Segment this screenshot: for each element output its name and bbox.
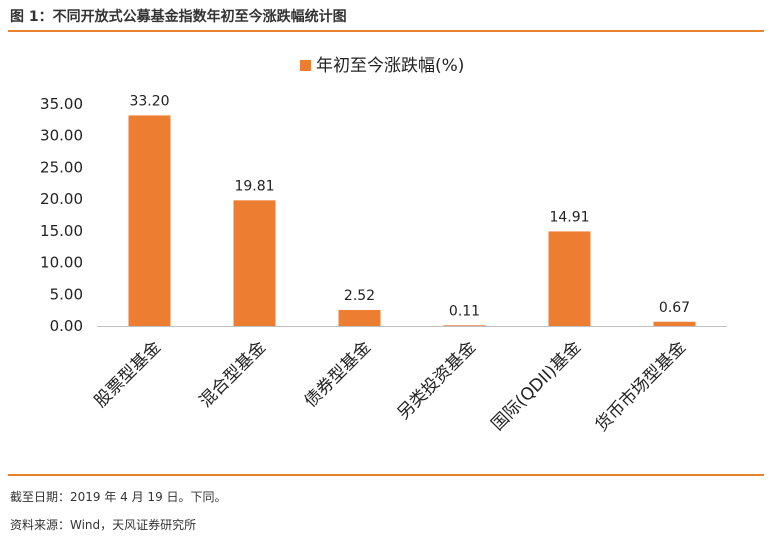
bar-chart: 年初至今涨跌幅(%) 0.00 5.00 10.00 15.00 20.00 25.00 3… [40, 56, 727, 436]
legend-label: 年初至今涨跌幅(%) [316, 56, 464, 76]
top-rule [8, 30, 764, 32]
y-tick-label: 25.00 [40, 158, 83, 176]
x-tick-label: 混合型基金 [196, 337, 270, 411]
bar [233, 200, 276, 326]
data-label: 0.67 [659, 300, 690, 316]
x-tick-label: 债券型基金 [301, 337, 375, 411]
legend-swatch [300, 60, 311, 71]
source-note: 资料来源：Wind，天风证券研究所 [10, 518, 197, 532]
legend: 年初至今涨跌幅(%) [300, 56, 464, 76]
bottom-rule [8, 474, 764, 476]
y-tick-label: 10.00 [40, 254, 83, 272]
y-tick-label: 5.00 [50, 285, 83, 303]
value-labels: 33.20 19.81 2.52 0.11 14.91 0.67 [129, 93, 690, 319]
y-tick-label: 15.00 [40, 222, 83, 240]
y-axis: 0.00 5.00 10.00 15.00 20.00 25.00 30.00 35.00 [40, 95, 83, 335]
bar [128, 115, 171, 326]
data-label: 33.20 [129, 93, 169, 109]
data-label: 14.91 [549, 209, 589, 225]
bars [128, 115, 696, 327]
x-tick-label: 股票型基金 [91, 337, 165, 411]
data-label: 2.52 [344, 288, 375, 304]
bar [338, 310, 381, 326]
x-tick-label: 货币市场型基金 [592, 337, 690, 435]
y-tick-label: 20.00 [40, 190, 83, 208]
bar [443, 325, 486, 327]
x-tick-label: 另类投资基金 [394, 337, 480, 423]
data-label: 19.81 [234, 178, 274, 194]
data-label: 0.11 [449, 303, 480, 319]
y-tick-label: 30.00 [40, 127, 83, 145]
x-tick-label: 国际(QDII)基金 [488, 337, 585, 434]
figure-title: 图 1：不同开放式公募基金指数年初至今涨跌幅统计图 [10, 9, 347, 25]
date-note: 截至日期：2019 年 4 月 19 日。下同。 [10, 490, 227, 504]
y-tick-label: 0.00 [50, 317, 83, 335]
bar [548, 231, 591, 326]
x-axis: 股票型基金 混合型基金 债券型基金 另类投资基金 国际(QDII)基金 货币市场型基金 [91, 326, 727, 436]
y-tick-label: 35.00 [40, 95, 83, 113]
bar [653, 321, 696, 326]
